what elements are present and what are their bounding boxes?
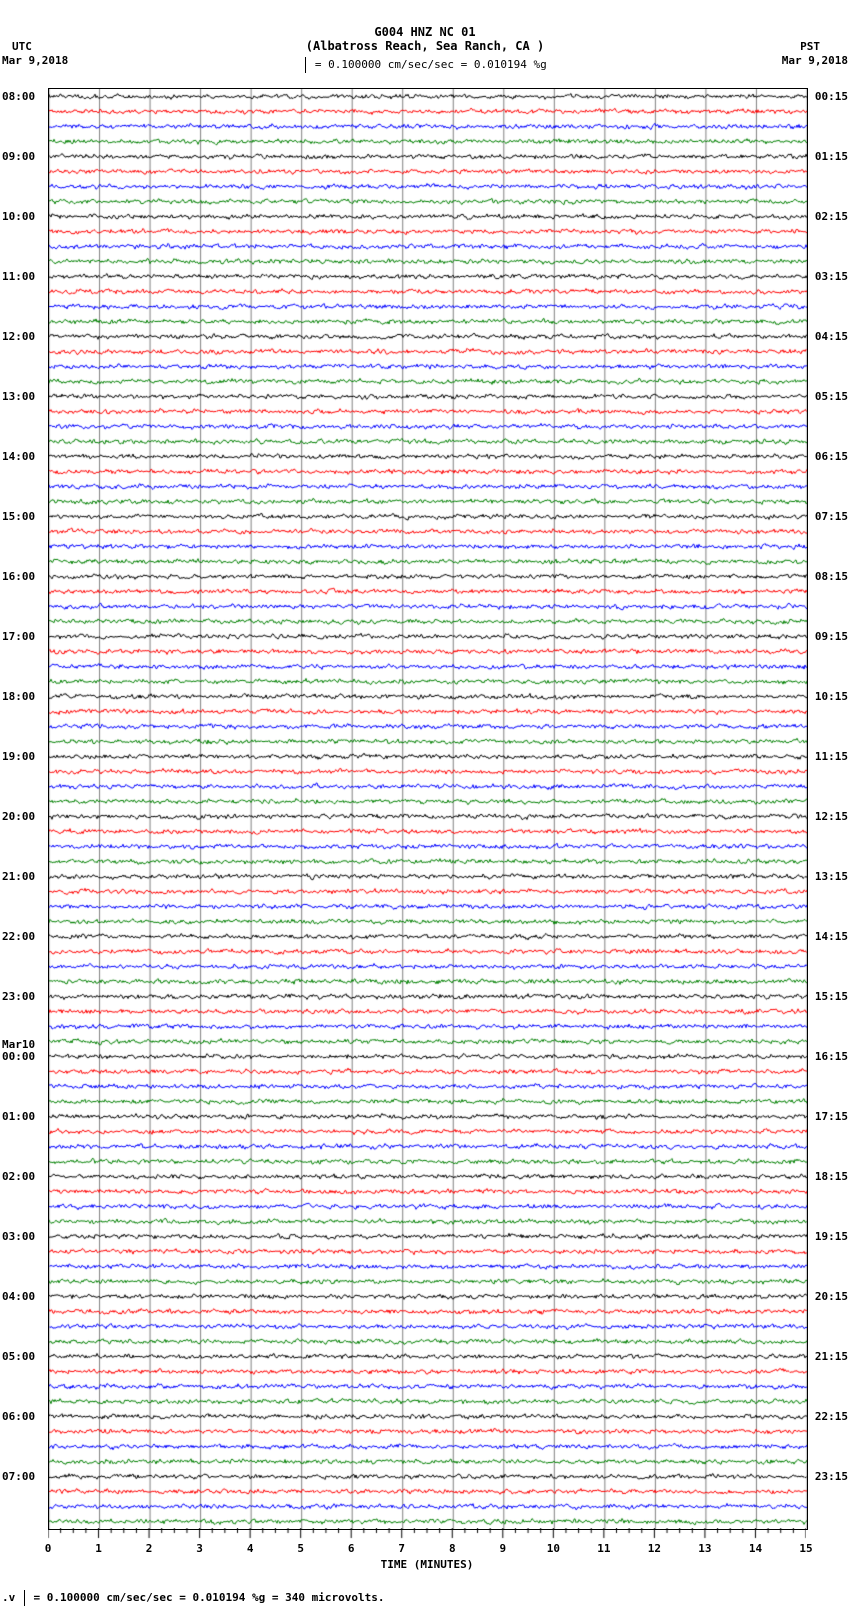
utc-hour-label: 12:00 (2, 330, 35, 343)
utc-hour-label: 18:00 (2, 690, 35, 703)
utc-hour-label: 19:00 (2, 750, 35, 763)
x-tick-label: 4 (247, 1542, 254, 1555)
x-axis: TIME (MINUTES) 0123456789101112131415 (48, 1530, 806, 1570)
x-axis-label: TIME (MINUTES) (381, 1558, 474, 1571)
pst-hour-label: 06:15 (815, 450, 848, 463)
utc-hour-label: 23:00 (2, 990, 35, 1003)
scale-info: = 0.100000 cm/sec/sec = 0.010194 %g (0, 57, 850, 73)
x-tick-label: 15 (799, 1542, 812, 1555)
utc-hour-label: 01:00 (2, 1110, 35, 1123)
x-tick-label: 13 (698, 1542, 711, 1555)
x-tick-label: 11 (597, 1542, 610, 1555)
pst-hour-label: 08:15 (815, 570, 848, 583)
x-tick-label: 12 (648, 1542, 661, 1555)
day-rollover-label: Mar10 (2, 1038, 35, 1051)
pst-hour-label: 18:15 (815, 1170, 848, 1183)
x-tick-label: 3 (196, 1542, 203, 1555)
pst-hour-label: 02:15 (815, 210, 848, 223)
utc-hour-label: 15:00 (2, 510, 35, 523)
pst-hour-label: 13:15 (815, 870, 848, 883)
scale-text: = 0.100000 cm/sec/sec = 0.010194 %g (315, 58, 547, 71)
pst-hour-label: 04:15 (815, 330, 848, 343)
date-left-label: Mar 9,2018 (2, 54, 68, 67)
location-subtitle: (Albatross Reach, Sea Ranch, CA ) (0, 39, 850, 53)
x-tick-label: 9 (499, 1542, 506, 1555)
pst-hour-label: 05:15 (815, 390, 848, 403)
pst-hour-label: 20:15 (815, 1290, 848, 1303)
pst-hour-label: 10:15 (815, 690, 848, 703)
utc-hour-label: 22:00 (2, 930, 35, 943)
pst-hour-label: 14:15 (815, 930, 848, 943)
pst-hour-label: 01:15 (815, 150, 848, 163)
x-tick-label: 5 (297, 1542, 304, 1555)
pst-hour-label: 12:15 (815, 810, 848, 823)
x-tick-label: 7 (398, 1542, 405, 1555)
utc-hour-label: 00:00 (2, 1050, 35, 1063)
footer-scale-bar-icon (24, 1590, 25, 1606)
utc-hour-label: 07:00 (2, 1470, 35, 1483)
utc-hour-label: 20:00 (2, 810, 35, 823)
utc-hour-label: 09:00 (2, 150, 35, 163)
utc-hour-label: 17:00 (2, 630, 35, 643)
utc-hour-label: 16:00 (2, 570, 35, 583)
pst-hour-label: 19:15 (815, 1230, 848, 1243)
scale-bar-icon (305, 57, 306, 73)
pst-hour-label: 03:15 (815, 270, 848, 283)
pst-hour-label: 21:15 (815, 1350, 848, 1363)
pst-hour-label: 16:15 (815, 1050, 848, 1063)
pst-hour-label: 17:15 (815, 1110, 848, 1123)
utc-hour-label: 10:00 (2, 210, 35, 223)
utc-hour-label: 14:00 (2, 450, 35, 463)
pst-hour-label: 23:15 (815, 1470, 848, 1483)
pst-hour-label: 07:15 (815, 510, 848, 523)
x-tick-label: 14 (749, 1542, 762, 1555)
footer-scale: .v = 0.100000 cm/sec/sec = 0.010194 %g =… (2, 1590, 385, 1606)
x-tick-label: 0 (45, 1542, 52, 1555)
seismogram-canvas (49, 89, 807, 1529)
x-tick-label: 1 (95, 1542, 102, 1555)
utc-hour-label: 08:00 (2, 90, 35, 103)
plot-area (48, 88, 808, 1530)
pst-hour-label: 11:15 (815, 750, 848, 763)
pst-hour-label: 00:15 (815, 90, 848, 103)
pst-hour-label: 09:15 (815, 630, 848, 643)
utc-hour-label: 21:00 (2, 870, 35, 883)
utc-hour-label: 13:00 (2, 390, 35, 403)
utc-hour-label: 04:00 (2, 1290, 35, 1303)
utc-hour-label: 05:00 (2, 1350, 35, 1363)
utc-hour-label: 06:00 (2, 1410, 35, 1423)
tz-right-label: PST (800, 40, 820, 53)
seismogram-container: G004 HNZ NC 01 (Albatross Reach, Sea Ran… (0, 0, 850, 1613)
footer-text: = 0.100000 cm/sec/sec = 0.010194 %g = 34… (34, 1591, 385, 1604)
footer-prefix: .v (2, 1591, 22, 1604)
x-tick-label: 8 (449, 1542, 456, 1555)
x-tick-label: 6 (348, 1542, 355, 1555)
date-right-label: Mar 9,2018 (782, 54, 848, 67)
utc-hour-label: 11:00 (2, 270, 35, 283)
station-title: G004 HNZ NC 01 (0, 0, 850, 39)
x-tick-label: 10 (547, 1542, 560, 1555)
utc-hour-label: 02:00 (2, 1170, 35, 1183)
x-tick-label: 2 (146, 1542, 153, 1555)
pst-hour-label: 15:15 (815, 990, 848, 1003)
utc-hour-label: 03:00 (2, 1230, 35, 1243)
pst-hour-label: 22:15 (815, 1410, 848, 1423)
tz-left-label: UTC (12, 40, 32, 53)
